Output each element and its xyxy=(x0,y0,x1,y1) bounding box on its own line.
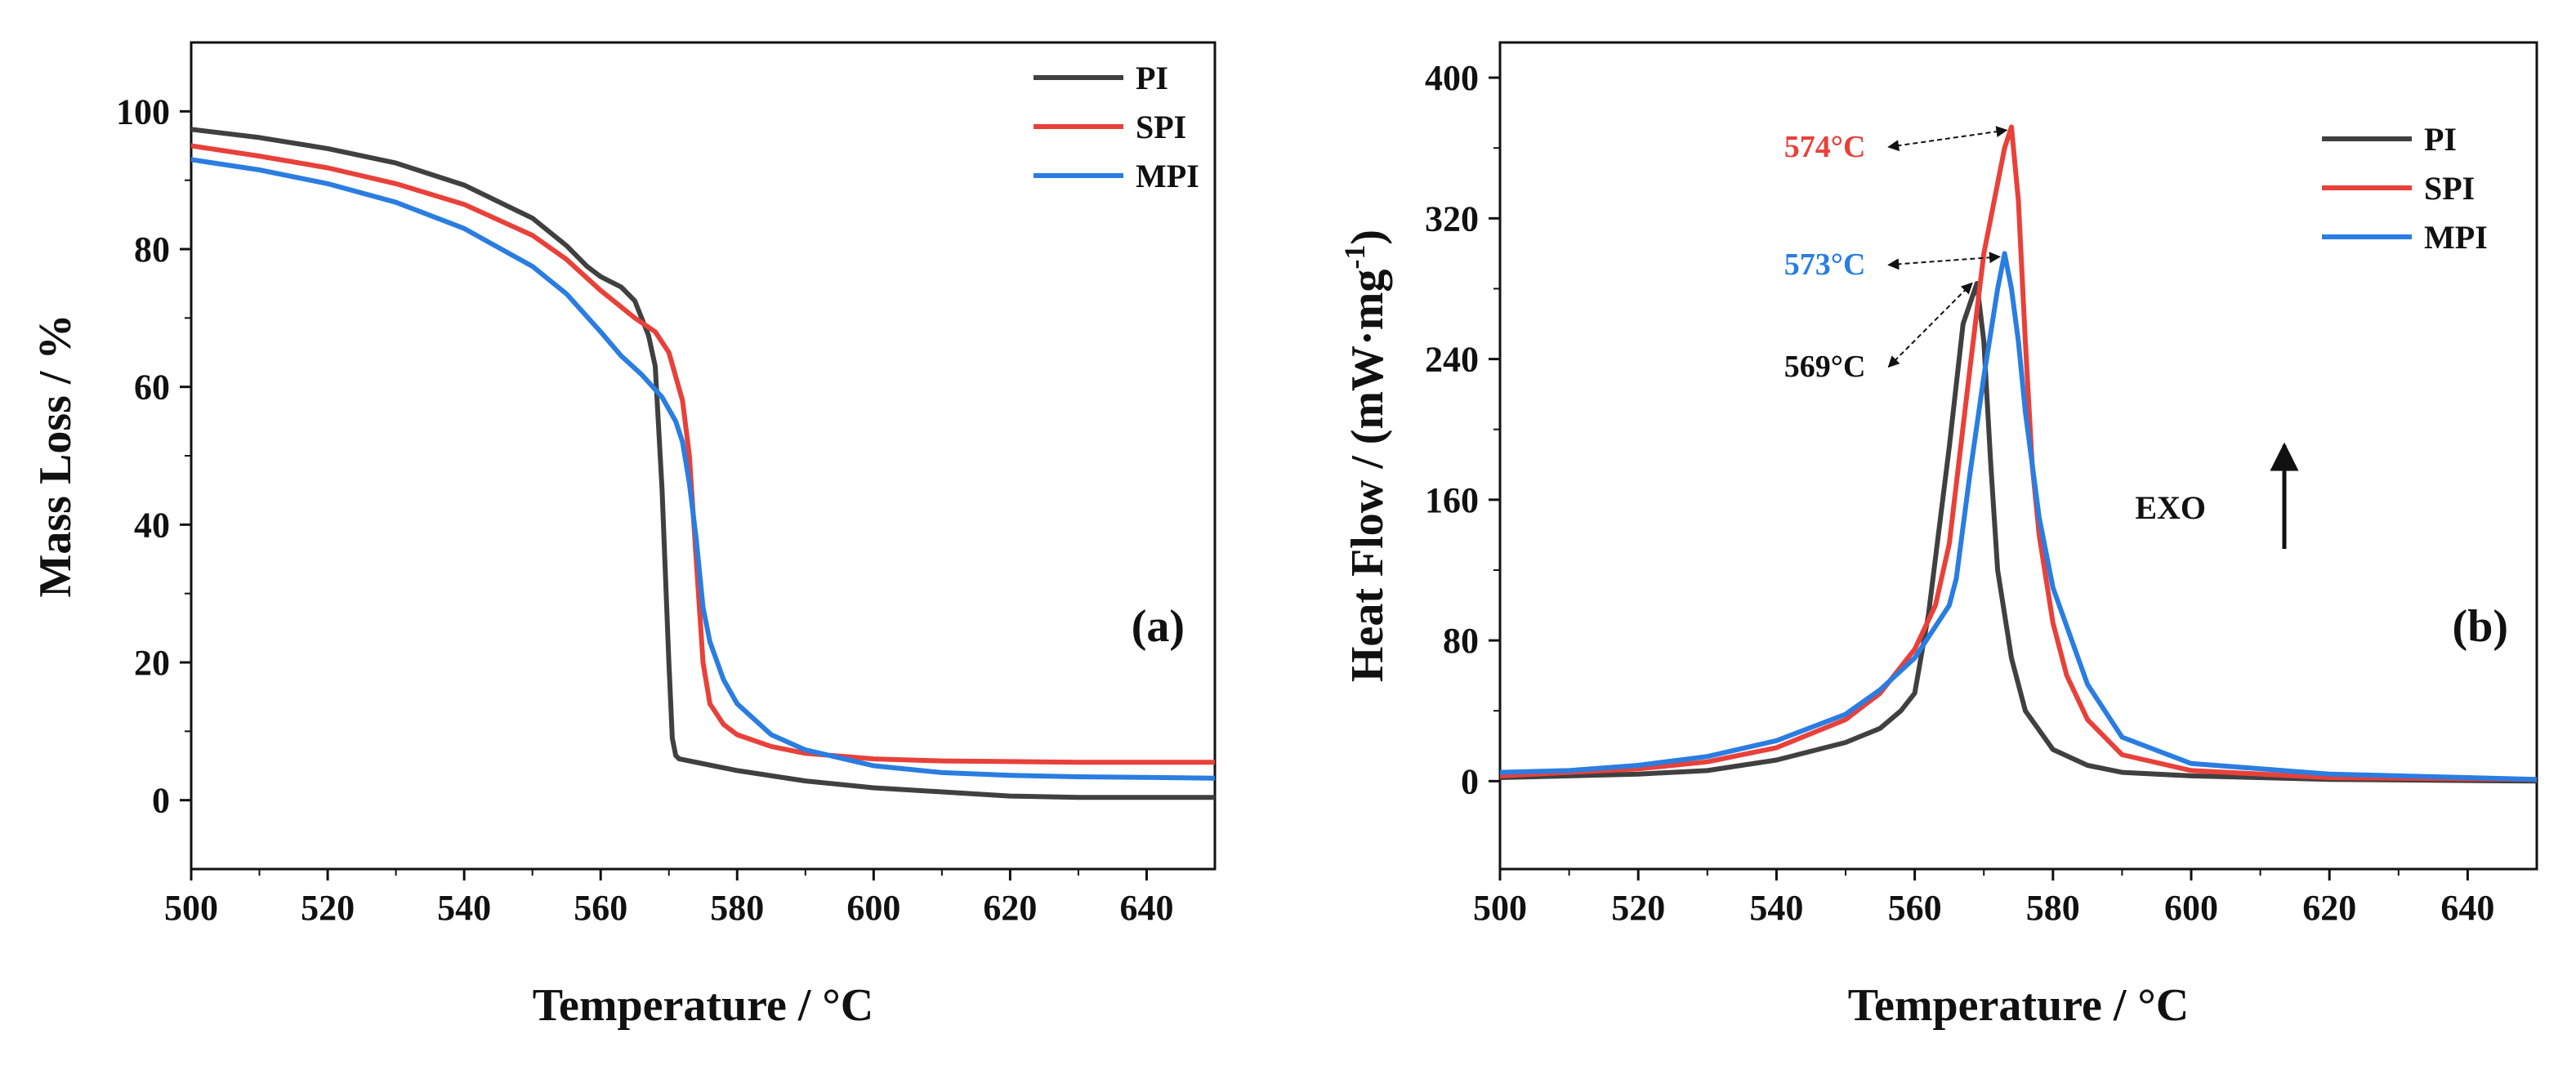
x-axis-title: Temperature / °C xyxy=(533,980,873,1031)
legend-label-spi: SPI xyxy=(1136,109,1186,145)
series-line-mpi xyxy=(191,157,1215,781)
y-tick-label: 60 xyxy=(134,368,170,408)
y-tick-label: 240 xyxy=(1425,340,1479,380)
legend-label-mpi: MPI xyxy=(1136,158,1199,194)
series-line-spi xyxy=(1500,124,2537,782)
chart-panel-b: 500 520 540 560 580 600 620 640 0 80 160 240 320 400 T… xyxy=(1338,41,2538,1031)
chart-panel-a: 500 520 540 560 580 600 620 640 0 20 40 60 80 100 Temp… xyxy=(30,41,1217,1031)
x-tick-label: 520 xyxy=(1611,888,1665,928)
x-tick-label: 640 xyxy=(1119,888,1173,928)
y-axis-title: Heat Flow / (mW·mg-1) xyxy=(1338,230,1393,682)
x-tick-label: 600 xyxy=(846,888,900,928)
peak-annotation-label: 573°C xyxy=(1784,247,1866,282)
y-axis-title-main: Mass Loss / % xyxy=(30,314,81,598)
legend-label-spi: SPI xyxy=(2424,170,2475,207)
x-tick-label: 560 xyxy=(1888,888,1942,928)
x-tick-label: 520 xyxy=(301,888,355,928)
x-axis-title: Temperature / °C xyxy=(1848,980,2189,1031)
x-tick-label: 580 xyxy=(710,888,764,928)
panel-label: (a) xyxy=(1132,601,1185,652)
peak-annotation-label: 574°C xyxy=(1784,130,1866,164)
peak-annotation-arrow xyxy=(1887,282,1973,368)
x-tick-label: 580 xyxy=(2026,888,2080,928)
y-axis-title-sup: -1 xyxy=(1338,245,1371,270)
exo-label: EXO xyxy=(2135,489,2206,526)
x-tick-label: 620 xyxy=(983,888,1037,928)
peak-annotation-arrow xyxy=(1887,252,2001,270)
legend-label-pi: PI xyxy=(2424,121,2457,158)
x-tick-label: 500 xyxy=(164,888,218,928)
x-tick-label: 540 xyxy=(437,888,491,928)
x-tick-label: 640 xyxy=(2440,888,2494,928)
y-tick-label: 400 xyxy=(1425,58,1479,98)
series-line-spi xyxy=(191,143,1215,765)
y-tick-label: 0 xyxy=(1461,761,1479,801)
legend-label-mpi: MPI xyxy=(2424,219,2488,256)
x-tick-label: 540 xyxy=(1749,888,1803,928)
y-axis-title-main: Heat Flow / (mW·mg xyxy=(1342,270,1393,682)
x-tick-label: 500 xyxy=(1473,888,1527,928)
x-tick-label: 620 xyxy=(2302,888,2356,928)
y-tick-label: 0 xyxy=(152,781,170,821)
y-tick-label: 320 xyxy=(1425,198,1479,239)
y-tick-label: 80 xyxy=(1443,621,1479,661)
y-tick-label: 100 xyxy=(116,91,170,132)
series-line-pi xyxy=(191,127,1215,800)
y-axis-title: Mass Loss / % xyxy=(30,314,81,598)
peak-annotation-label: 569°C xyxy=(1784,350,1866,384)
plot-frame xyxy=(1498,41,2538,871)
y-tick-label: 20 xyxy=(134,643,170,683)
x-tick-label: 560 xyxy=(574,888,627,928)
y-axis-title-end: ) xyxy=(1342,230,1393,245)
plot-frame xyxy=(190,41,1217,871)
panel-label: (b) xyxy=(2453,601,2508,652)
legend-label-pi: PI xyxy=(1136,60,1168,96)
x-tick-label: 600 xyxy=(2164,888,2218,928)
y-tick-label: 80 xyxy=(134,230,170,270)
y-tick-label: 40 xyxy=(134,505,170,545)
y-tick-label: 160 xyxy=(1425,480,1479,520)
series-line-mpi xyxy=(1500,251,2537,782)
peak-annotation-arrow xyxy=(1887,126,2008,152)
